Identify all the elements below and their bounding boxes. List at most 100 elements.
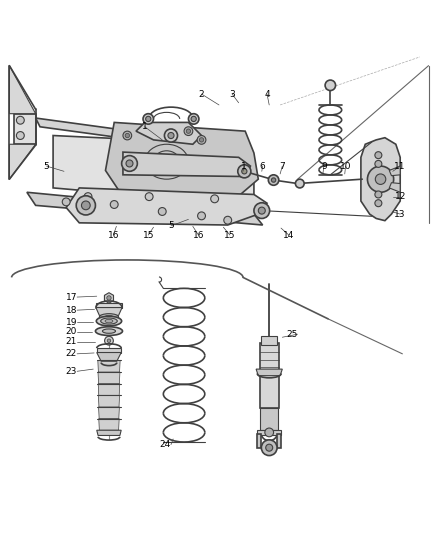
Circle shape [188,114,199,124]
Polygon shape [361,138,400,221]
Polygon shape [261,408,278,430]
Ellipse shape [105,316,113,319]
Text: 24: 24 [160,440,171,449]
Circle shape [146,116,151,122]
Text: 16: 16 [193,231,204,239]
Text: 11: 11 [395,161,406,171]
Circle shape [375,174,386,184]
Circle shape [105,336,113,345]
Polygon shape [260,343,279,408]
Polygon shape [97,430,121,435]
Circle shape [62,198,70,206]
Polygon shape [277,434,282,448]
Circle shape [295,179,304,188]
Ellipse shape [101,318,117,324]
Circle shape [238,165,251,178]
Text: 9: 9 [321,161,327,171]
Text: 15: 15 [224,231,236,239]
Polygon shape [99,418,119,430]
Circle shape [107,296,111,300]
Circle shape [84,193,92,200]
Text: 7: 7 [279,161,285,171]
Polygon shape [104,293,113,303]
Text: 14: 14 [283,231,294,239]
Polygon shape [99,395,120,407]
Circle shape [198,212,205,220]
Circle shape [145,193,153,200]
Circle shape [375,160,382,167]
Ellipse shape [95,327,123,335]
Circle shape [272,178,276,182]
Text: 5: 5 [168,221,174,230]
Circle shape [107,339,111,343]
Polygon shape [257,434,261,448]
Polygon shape [10,66,35,114]
Circle shape [254,203,270,219]
Polygon shape [98,372,120,384]
Text: 23: 23 [66,367,77,376]
Circle shape [367,166,394,192]
Circle shape [16,116,24,124]
Polygon shape [136,123,201,144]
Polygon shape [97,352,121,361]
Circle shape [325,80,336,91]
Circle shape [268,175,279,185]
Polygon shape [123,152,251,176]
Circle shape [122,156,138,171]
Text: 10: 10 [340,161,351,171]
Ellipse shape [102,329,116,333]
Circle shape [168,133,174,139]
Circle shape [76,196,95,215]
Polygon shape [389,166,400,176]
Circle shape [110,200,118,208]
Polygon shape [99,407,120,418]
Text: 22: 22 [66,349,77,358]
Circle shape [197,135,206,144]
Text: 16: 16 [108,231,119,239]
Circle shape [184,127,193,135]
Polygon shape [35,118,136,140]
Circle shape [224,216,232,224]
Text: 18: 18 [66,305,77,314]
Ellipse shape [96,316,122,326]
Polygon shape [96,308,122,316]
Circle shape [16,132,24,140]
Text: 6: 6 [260,161,265,171]
Polygon shape [14,114,35,144]
Text: 19: 19 [66,318,77,327]
Text: 13: 13 [395,209,406,219]
Text: 15: 15 [142,231,154,239]
Text: 4: 4 [264,90,270,99]
Circle shape [164,129,177,142]
Polygon shape [256,369,283,376]
Polygon shape [53,135,254,205]
Polygon shape [66,188,267,225]
Text: 5: 5 [44,161,49,171]
Polygon shape [97,348,121,352]
Circle shape [258,207,265,214]
Text: 1: 1 [142,122,148,131]
Text: 2: 2 [199,90,205,99]
Text: 21: 21 [66,337,77,346]
Text: 12: 12 [395,192,406,201]
Polygon shape [257,430,282,434]
Circle shape [266,444,273,451]
Circle shape [158,207,166,215]
Circle shape [265,428,274,437]
Text: 25: 25 [286,330,297,338]
Polygon shape [106,123,258,205]
Circle shape [143,114,153,124]
Circle shape [375,191,382,198]
Circle shape [123,131,132,140]
Ellipse shape [99,313,119,321]
Ellipse shape [105,319,113,323]
Text: 17: 17 [66,293,77,302]
Polygon shape [261,336,277,345]
Polygon shape [98,360,120,372]
Polygon shape [389,183,400,192]
Circle shape [242,169,247,174]
Circle shape [186,129,191,133]
Circle shape [125,133,130,138]
Circle shape [261,440,277,456]
Polygon shape [98,384,120,395]
